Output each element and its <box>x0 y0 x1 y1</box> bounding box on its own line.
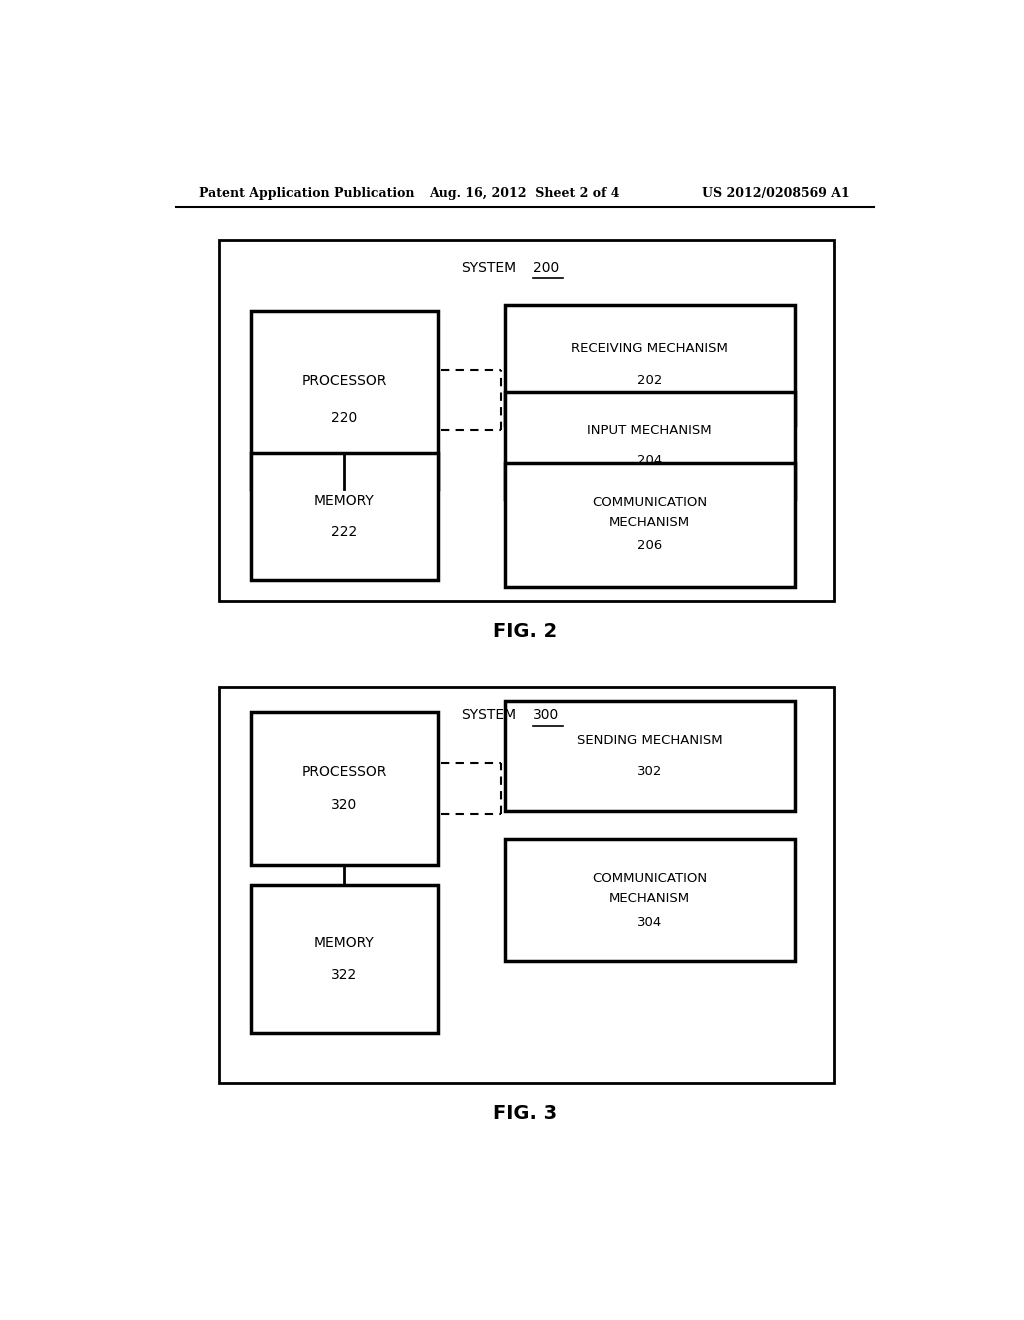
Text: FIG. 2: FIG. 2 <box>493 622 557 640</box>
Text: 302: 302 <box>637 764 663 777</box>
Bar <box>505 305 795 425</box>
Text: US 2012/0208569 A1: US 2012/0208569 A1 <box>702 187 850 201</box>
Text: 322: 322 <box>331 968 357 982</box>
Text: PROCESSOR: PROCESSOR <box>302 375 387 388</box>
Bar <box>511 471 801 595</box>
Bar <box>511 313 801 433</box>
Text: COMMUNICATION: COMMUNICATION <box>592 496 708 510</box>
Text: 320: 320 <box>331 797 357 812</box>
Bar <box>251 886 437 1032</box>
Bar <box>251 453 437 581</box>
Text: COMMUNICATION: COMMUNICATION <box>592 871 708 884</box>
Bar <box>257 461 443 589</box>
Text: 206: 206 <box>637 539 663 552</box>
Text: MEMORY: MEMORY <box>314 936 375 949</box>
Bar <box>257 319 443 496</box>
Text: MEMORY: MEMORY <box>314 495 375 508</box>
Bar <box>251 713 437 865</box>
Text: FIG. 3: FIG. 3 <box>493 1105 557 1123</box>
Bar <box>257 721 443 873</box>
Bar <box>505 840 795 961</box>
Bar <box>251 312 437 488</box>
Text: Aug. 16, 2012  Sheet 2 of 4: Aug. 16, 2012 Sheet 2 of 4 <box>429 187 621 201</box>
Text: SYSTEM: SYSTEM <box>462 709 517 722</box>
Text: 222: 222 <box>331 525 357 539</box>
Bar <box>257 894 443 1040</box>
Text: MECHANISM: MECHANISM <box>609 516 690 529</box>
Text: 304: 304 <box>637 916 663 929</box>
Text: INPUT MECHANISM: INPUT MECHANISM <box>588 424 712 437</box>
Bar <box>511 400 801 507</box>
Text: SYSTEM: SYSTEM <box>462 261 517 275</box>
Bar <box>219 240 835 601</box>
Text: MECHANISM: MECHANISM <box>609 892 690 904</box>
Bar <box>505 392 795 499</box>
Bar <box>219 686 835 1084</box>
Text: SENDING MECHANISM: SENDING MECHANISM <box>577 734 723 747</box>
Bar <box>511 709 801 818</box>
Text: 220: 220 <box>331 411 357 425</box>
Text: RECEIVING MECHANISM: RECEIVING MECHANISM <box>571 342 728 355</box>
Text: Patent Application Publication: Patent Application Publication <box>200 187 415 201</box>
Text: 202: 202 <box>637 375 663 388</box>
Text: 200: 200 <box>532 261 559 275</box>
Text: 204: 204 <box>637 454 663 467</box>
Text: 300: 300 <box>532 709 559 722</box>
Bar <box>505 463 795 587</box>
Bar <box>505 701 795 810</box>
Bar <box>511 847 801 969</box>
Text: PROCESSOR: PROCESSOR <box>302 766 387 779</box>
